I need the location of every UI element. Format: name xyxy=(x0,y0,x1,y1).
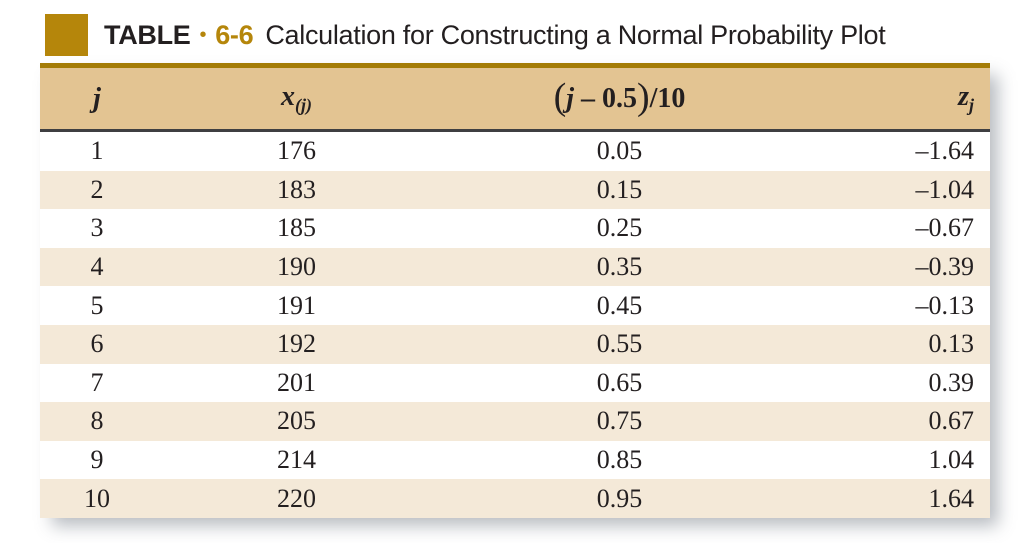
cell-j: 2 xyxy=(90,174,104,204)
cell-z: 0.67 xyxy=(928,406,975,436)
header-x-subscript: (j) xyxy=(295,95,312,115)
cell-j: 3 xyxy=(90,213,104,243)
table-title-bullet: • xyxy=(199,23,207,46)
table-row: 4 190 0.35 –0.39 xyxy=(40,247,990,287)
table-title: TABLE • 6-6 Calculation for Constructing… xyxy=(104,12,886,58)
table-row: 8 205 0.75 0.67 xyxy=(40,402,990,441)
header-probability-close-paren: ) xyxy=(637,75,650,118)
cell-z: –1.64 xyxy=(915,136,975,166)
cell-x: 176 xyxy=(277,136,316,166)
header-probability-variable: j xyxy=(566,82,574,114)
cell-p: 0.25 xyxy=(596,213,643,243)
cell-x: 191 xyxy=(277,290,316,320)
cell-j: 4 xyxy=(90,252,104,282)
cell-j: 5 xyxy=(90,290,104,320)
table-row: 7 201 0.65 0.39 xyxy=(40,364,990,403)
cell-p: 0.15 xyxy=(596,174,643,204)
data-table: j x(j) (j – 0.5)/10 zj 1 176 0.05 –1.64 2 18… xyxy=(40,63,990,518)
table-row: 5 191 0.45 –0.13 xyxy=(40,286,990,325)
cell-z: –0.13 xyxy=(915,290,975,320)
header-probability-divisor: /10 xyxy=(649,82,686,114)
cell-z: 1.64 xyxy=(928,483,975,513)
cell-z: –0.67 xyxy=(915,213,975,243)
cell-x: 190 xyxy=(277,252,316,282)
cell-p: 0.05 xyxy=(596,136,643,166)
header-j-label: j xyxy=(93,82,101,114)
cell-j: 10 xyxy=(84,483,110,513)
cell-p: 0.65 xyxy=(596,367,643,397)
cell-z: 0.39 xyxy=(928,367,975,397)
header-z-subscript: j xyxy=(968,95,974,115)
cell-z: –1.04 xyxy=(915,174,975,204)
table-accent-square xyxy=(45,14,88,56)
cell-x: 183 xyxy=(277,174,316,204)
header-j: j xyxy=(40,83,154,115)
table-row: 6 192 0.55 0.13 xyxy=(40,324,990,364)
header-x-base: x xyxy=(281,81,295,112)
header-probability-open-paren: ( xyxy=(553,75,567,118)
cell-j: 9 xyxy=(90,445,104,475)
table-row: 3 185 0.25 –0.67 xyxy=(40,209,990,248)
table-body: 1 176 0.05 –1.64 2 183 0.15 –1.04 3 185 0.25 –0.6… xyxy=(40,132,990,518)
cell-p: 0.95 xyxy=(596,483,643,513)
cell-x: 185 xyxy=(277,213,316,243)
cell-x: 220 xyxy=(277,483,316,513)
header-x: x(j) xyxy=(154,81,439,116)
cell-p: 0.55 xyxy=(596,329,643,359)
cell-j: 7 xyxy=(90,367,104,397)
table-row: 9 214 0.85 1.04 xyxy=(40,441,990,480)
cell-p: 0.35 xyxy=(596,252,643,282)
cell-z: 1.04 xyxy=(928,445,975,475)
cell-j: 6 xyxy=(90,329,104,359)
cell-z: 0.13 xyxy=(928,329,975,359)
table-title-caption: Calculation for Constructing a Normal Pr… xyxy=(265,19,886,50)
cell-x: 201 xyxy=(277,367,316,397)
cell-p: 0.45 xyxy=(596,290,643,320)
table-row: 2 183 0.15 –1.04 xyxy=(40,170,990,210)
cell-x: 192 xyxy=(277,329,316,359)
header-z: zj xyxy=(800,81,990,116)
header-probability-rest: – 0.5 xyxy=(574,82,637,114)
header-probability: (j – 0.5)/10 xyxy=(439,78,800,116)
cell-j: 8 xyxy=(90,406,104,436)
cell-z: –0.39 xyxy=(915,252,975,282)
header-z-base: z xyxy=(958,81,969,112)
cell-p: 0.85 xyxy=(596,445,643,475)
table-title-number: 6-6 xyxy=(215,19,254,50)
table-row: 1 176 0.05 –1.64 xyxy=(40,132,990,171)
cell-x: 205 xyxy=(277,406,316,436)
table-row: 10 220 0.95 1.64 xyxy=(40,479,990,518)
cell-x: 214 xyxy=(277,445,316,475)
table-title-label: TABLE xyxy=(104,19,191,50)
cell-j: 1 xyxy=(90,136,104,166)
table-header-row: j x(j) (j – 0.5)/10 zj xyxy=(40,68,990,132)
cell-p: 0.75 xyxy=(596,406,643,436)
